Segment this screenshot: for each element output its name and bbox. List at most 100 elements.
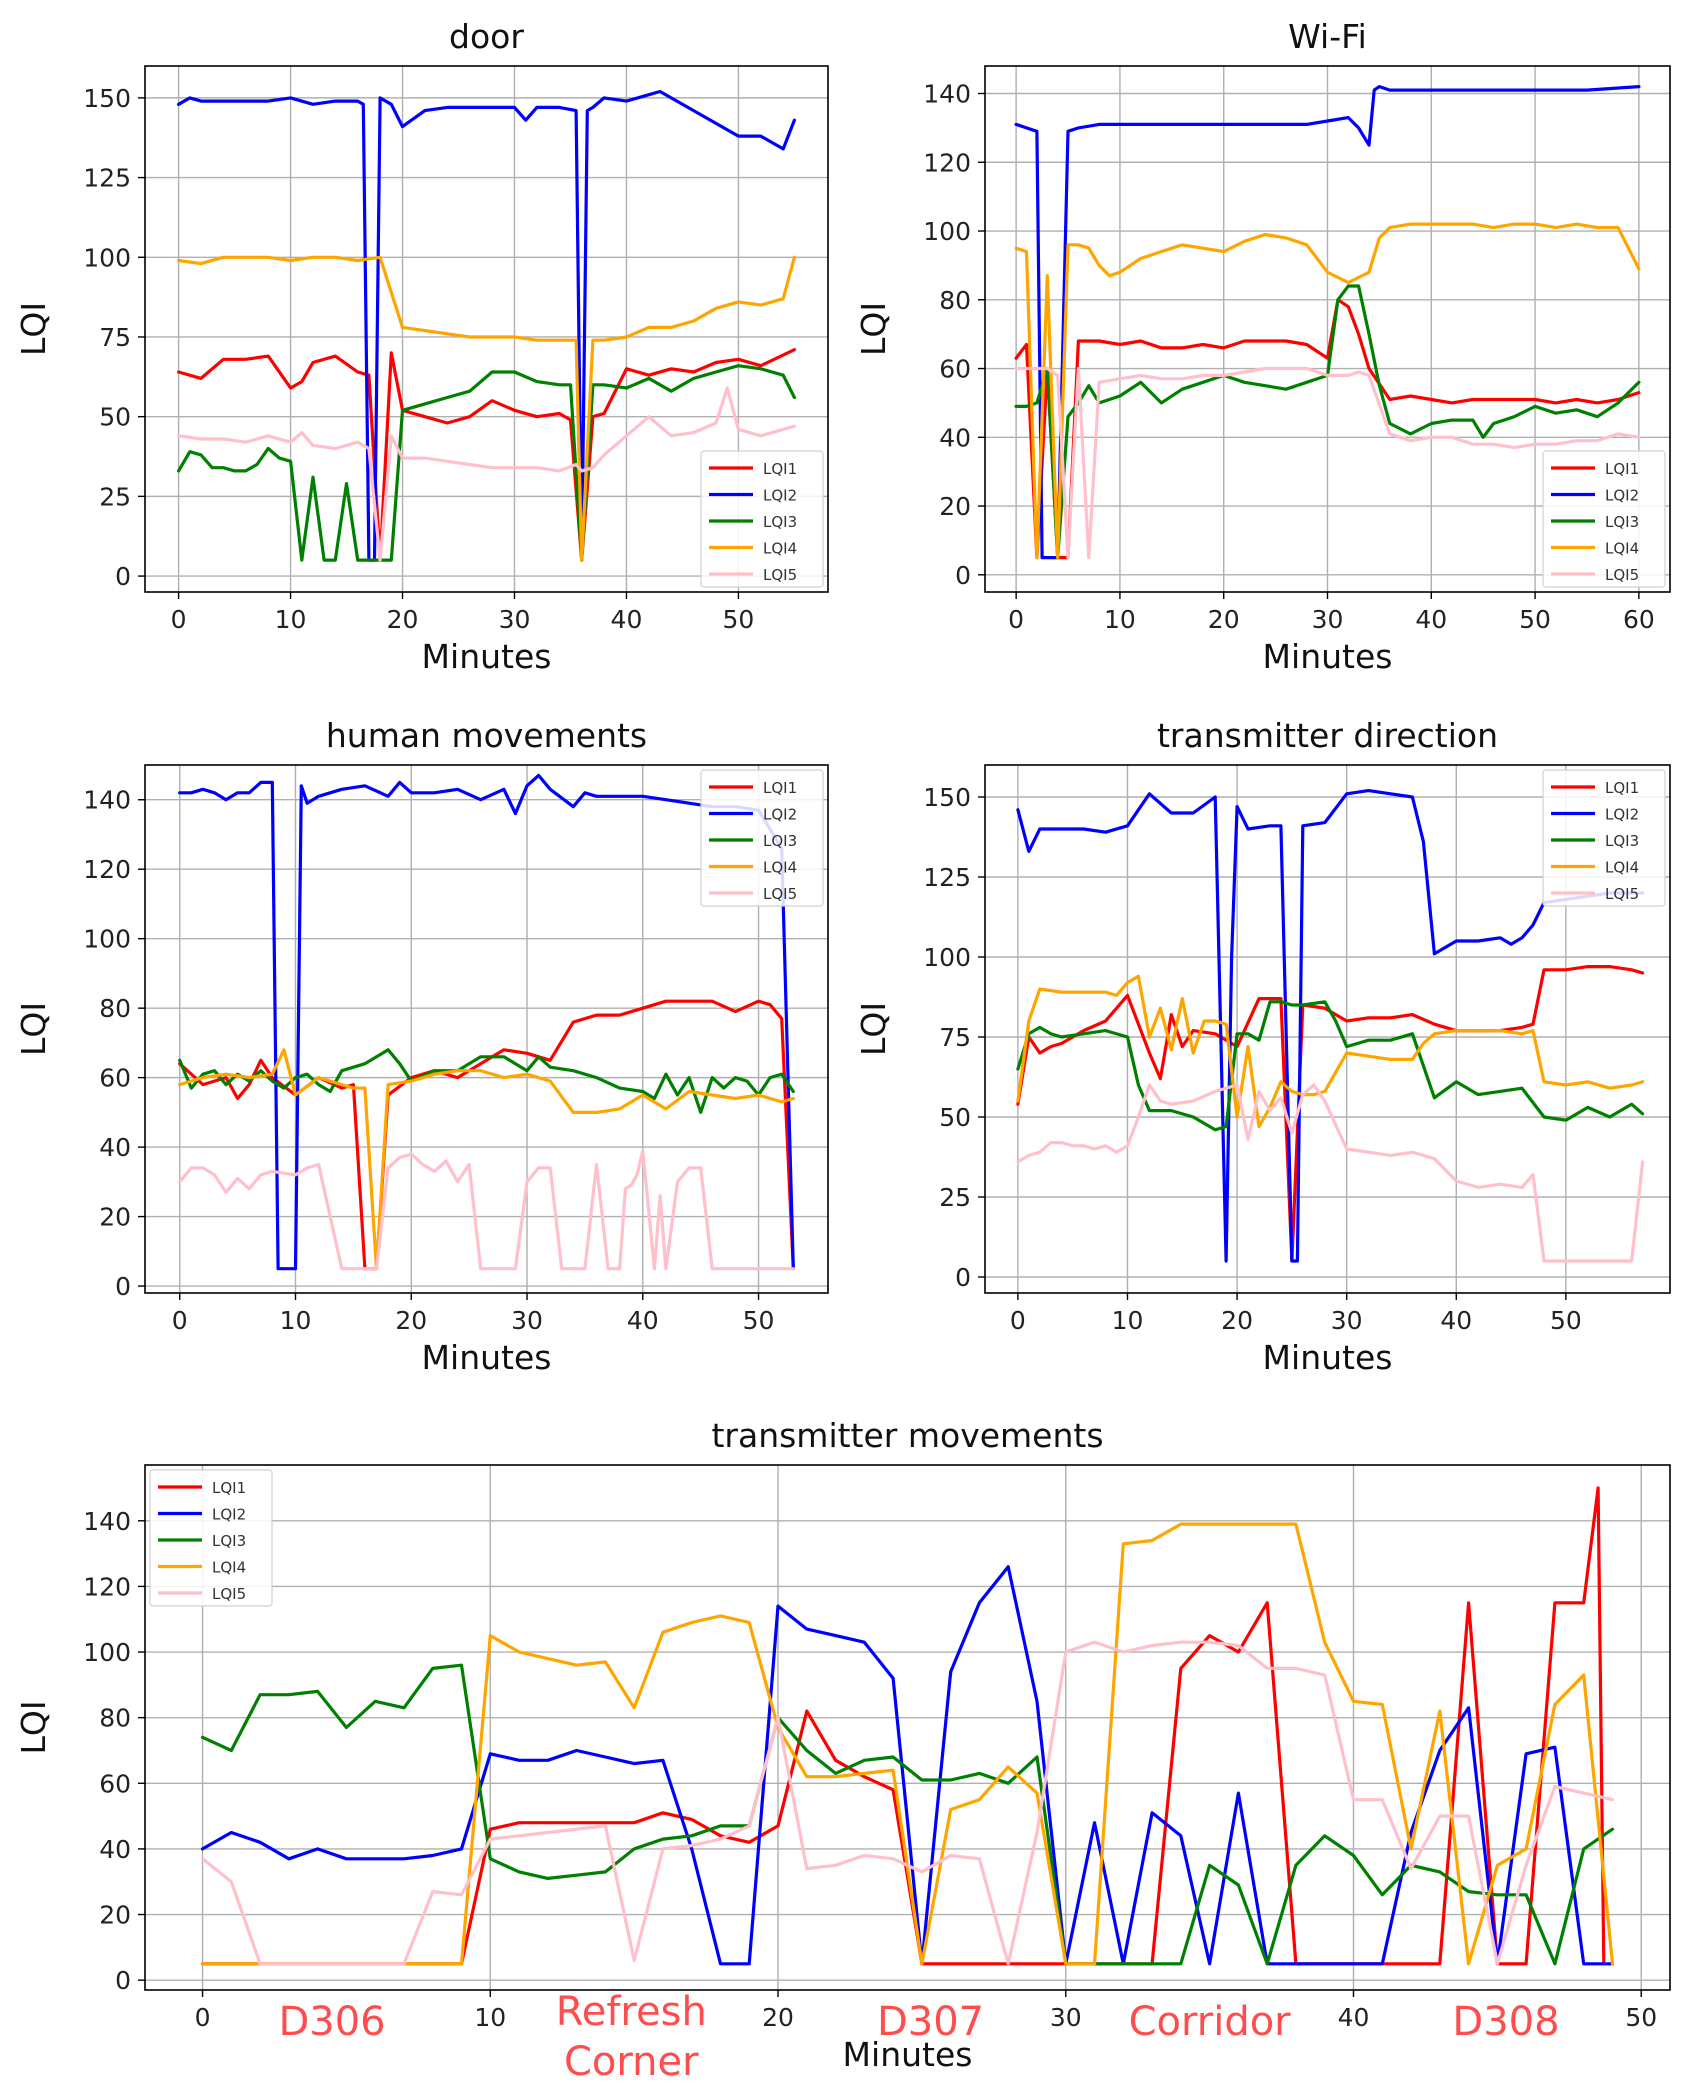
series-line-lqi4 [178, 1048, 795, 1271]
y-tick-label: 150 [83, 84, 131, 113]
legend-label: LQI5 [763, 566, 797, 584]
y-tick-label: 140 [83, 786, 131, 815]
plot-frame [984, 764, 1671, 1294]
x-tick-label: 40 [1415, 605, 1447, 634]
y-tick-label: 125 [923, 863, 971, 892]
series-line-lqi5 [178, 1148, 795, 1271]
location-annotation: D306 [278, 1999, 385, 2045]
y-tick-label: 60 [939, 355, 971, 384]
series-line-lqi4 [1014, 222, 1641, 560]
series-line-lqi1 [177, 348, 797, 562]
series-line-lqi1 [200, 1486, 1606, 1966]
series-line-lqi3 [177, 364, 797, 562]
x-tick-label: 10 [1104, 605, 1136, 634]
x-tick-label: 10 [474, 2003, 506, 2032]
legend-label: LQI4 [1605, 540, 1639, 558]
x-tick-label: 20 [1221, 1306, 1253, 1335]
y-tick-label: 80 [939, 286, 971, 315]
chart-0: 0 10 20 30 40 50 0 25 50 75 100 125 150 door Minutes LQ… [14, 17, 829, 676]
y-tick-label: 120 [923, 148, 971, 177]
y-tick-label: 120 [83, 855, 131, 884]
chart-title: transmitter direction [1157, 716, 1498, 755]
y-axis-label: LQI [854, 302, 893, 356]
y-tick-label: 50 [99, 403, 131, 432]
y-axis-label: LQI [14, 1002, 53, 1056]
x-tick-label: 40 [1338, 2003, 1370, 2032]
chart-2: 0 10 20 30 40 50 0 20 40 60 80 100 120 140 human movem… [14, 716, 829, 1377]
x-tick-label: 30 [1312, 605, 1344, 634]
legend-label: LQI1 [763, 460, 797, 478]
y-tick-label: 140 [923, 80, 971, 109]
x-tick-label: 10 [275, 605, 307, 634]
y-axis-label: LQI [854, 1002, 893, 1056]
legend-label: LQI5 [212, 1585, 246, 1603]
x-tick-label: 0 [195, 2003, 211, 2032]
x-tick-label: 60 [1623, 605, 1655, 634]
y-tick-label: 50 [939, 1103, 971, 1132]
chart-1: 0 10 20 30 40 50 60 0 20 40 60 80 100 120 140 Wi-Fi Minu… [854, 17, 1671, 676]
plot-frame [144, 1464, 1671, 1991]
x-tick-label: 50 [1519, 605, 1551, 634]
x-tick-label: 50 [1550, 1306, 1582, 1335]
y-tick-label: 60 [99, 1769, 131, 1798]
y-axis-label: LQI [14, 1700, 53, 1754]
legend-label: LQI2 [1605, 487, 1639, 505]
plot-frame [984, 65, 1671, 593]
x-tick-label: 20 [1208, 605, 1240, 634]
y-tick-label: 25 [99, 482, 131, 511]
plot-frame [144, 65, 829, 593]
legend-label: LQI3 [212, 1532, 246, 1550]
legend-label: LQI5 [1605, 566, 1639, 584]
legend: LQI1 LQI2 LQI3 LQI4 LQI5 [1542, 769, 1666, 907]
x-tick-label: 40 [611, 605, 643, 634]
y-tick-label: 100 [83, 1638, 131, 1667]
x-tick-label: 10 [1112, 1306, 1144, 1335]
chart-title: door [449, 17, 524, 56]
x-tick-label: 20 [762, 2003, 794, 2032]
x-tick-label: 50 [1625, 2003, 1657, 2032]
legend-label: LQI4 [1605, 859, 1639, 877]
chart-title: transmitter movements [711, 1416, 1103, 1455]
legend-label: LQI4 [763, 859, 797, 877]
x-axis-label: Minutes [1263, 1338, 1393, 1377]
x-tick-label: 0 [171, 605, 187, 634]
y-tick-label: 100 [83, 243, 131, 272]
legend-label: LQI3 [763, 513, 797, 531]
chart-4: 0 10 20 30 40 50 0 20 40 60 80 100 120 140 transmitter… [14, 1416, 1671, 2085]
legend-label: LQI4 [212, 1559, 246, 1577]
x-tick-label: 0 [1008, 605, 1024, 634]
y-tick-label: 0 [955, 561, 971, 590]
x-tick-label: 30 [511, 1306, 543, 1335]
y-tick-label: 100 [923, 943, 971, 972]
series-line-lqi4 [177, 255, 797, 562]
x-tick-label: 20 [387, 605, 419, 634]
series-line-lqi2 [1016, 788, 1645, 1263]
y-tick-label: 60 [99, 1064, 131, 1093]
x-tick-label: 10 [280, 1306, 312, 1335]
y-tick-label: 40 [99, 1133, 131, 1162]
legend-label: LQI1 [763, 779, 797, 797]
legend-label: LQI3 [763, 832, 797, 850]
x-tick-label: 40 [1440, 1306, 1472, 1335]
chart-3: 0 10 20 30 40 50 0 25 50 75 100 125 150 transmitter d… [854, 716, 1671, 1377]
location-annotation-line: Corner [564, 2039, 699, 2085]
legend-label: LQI2 [212, 1506, 246, 1524]
y-tick-label: 0 [955, 1263, 971, 1292]
y-tick-label: 0 [115, 1272, 131, 1301]
y-tick-label: 100 [83, 925, 131, 954]
legend-label: LQI5 [763, 885, 797, 903]
y-tick-label: 20 [939, 492, 971, 521]
x-axis-label: Minutes [843, 2035, 973, 2074]
y-tick-label: 120 [83, 1572, 131, 1601]
legend: LQI1 LQI2 LQI3 LQI4 LQI5 [700, 450, 824, 588]
legend-box [700, 769, 824, 907]
legend-label: LQI5 [1605, 885, 1639, 903]
x-tick-label: 20 [395, 1306, 427, 1335]
y-tick-label: 80 [99, 994, 131, 1023]
series-line-lqi4 [1016, 974, 1645, 1129]
y-tick-label: 125 [83, 164, 131, 193]
series-line-lqi1 [1016, 964, 1645, 1263]
legend-label: LQI1 [1605, 779, 1639, 797]
location-annotation: Corridor [1129, 1999, 1292, 2045]
series-line-lqi5 [200, 1640, 1615, 1966]
